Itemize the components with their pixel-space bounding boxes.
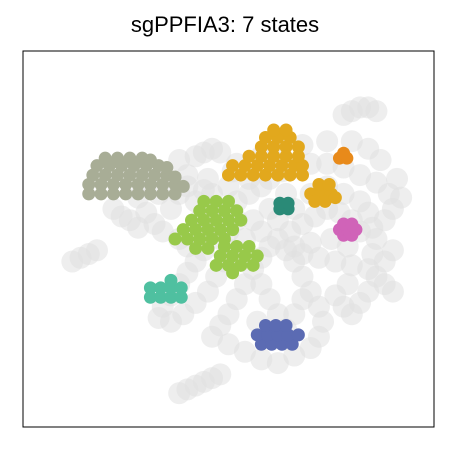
background-point [337,273,359,295]
state-point [243,150,256,163]
background-point [168,382,190,404]
state-point [226,159,239,172]
state-point [160,161,173,174]
state-point [323,178,336,191]
background-point [316,130,338,152]
background-point [365,100,387,122]
background-point [382,281,404,303]
background-point [357,202,379,224]
state-point [280,319,293,332]
state-point [345,217,358,230]
state-cluster-7 [273,197,294,216]
state-point [329,191,342,204]
state-point [201,242,214,255]
state-point [218,240,231,253]
background-point [209,142,231,164]
background-point [333,104,355,126]
state-point [337,147,350,160]
state-point [280,123,293,136]
background-point [86,239,108,261]
background-point [209,363,231,385]
state-point [282,197,295,210]
background-point [390,187,412,209]
state-point [123,152,136,165]
state-point [210,195,223,208]
background-point [291,288,313,310]
background-point [250,273,272,295]
state-point [230,240,243,253]
state-point [189,242,202,255]
state-point [267,123,280,136]
background-point [386,168,408,190]
state-point [197,195,210,208]
state-point [99,152,112,165]
state-point [222,195,235,208]
state-point [144,154,157,167]
background-point [370,149,392,171]
state-point [164,274,177,287]
state-point [243,240,256,253]
background-point [283,236,305,258]
background-point [361,243,383,265]
state-point [111,152,124,165]
state-point [292,328,305,341]
state-point [226,266,239,279]
